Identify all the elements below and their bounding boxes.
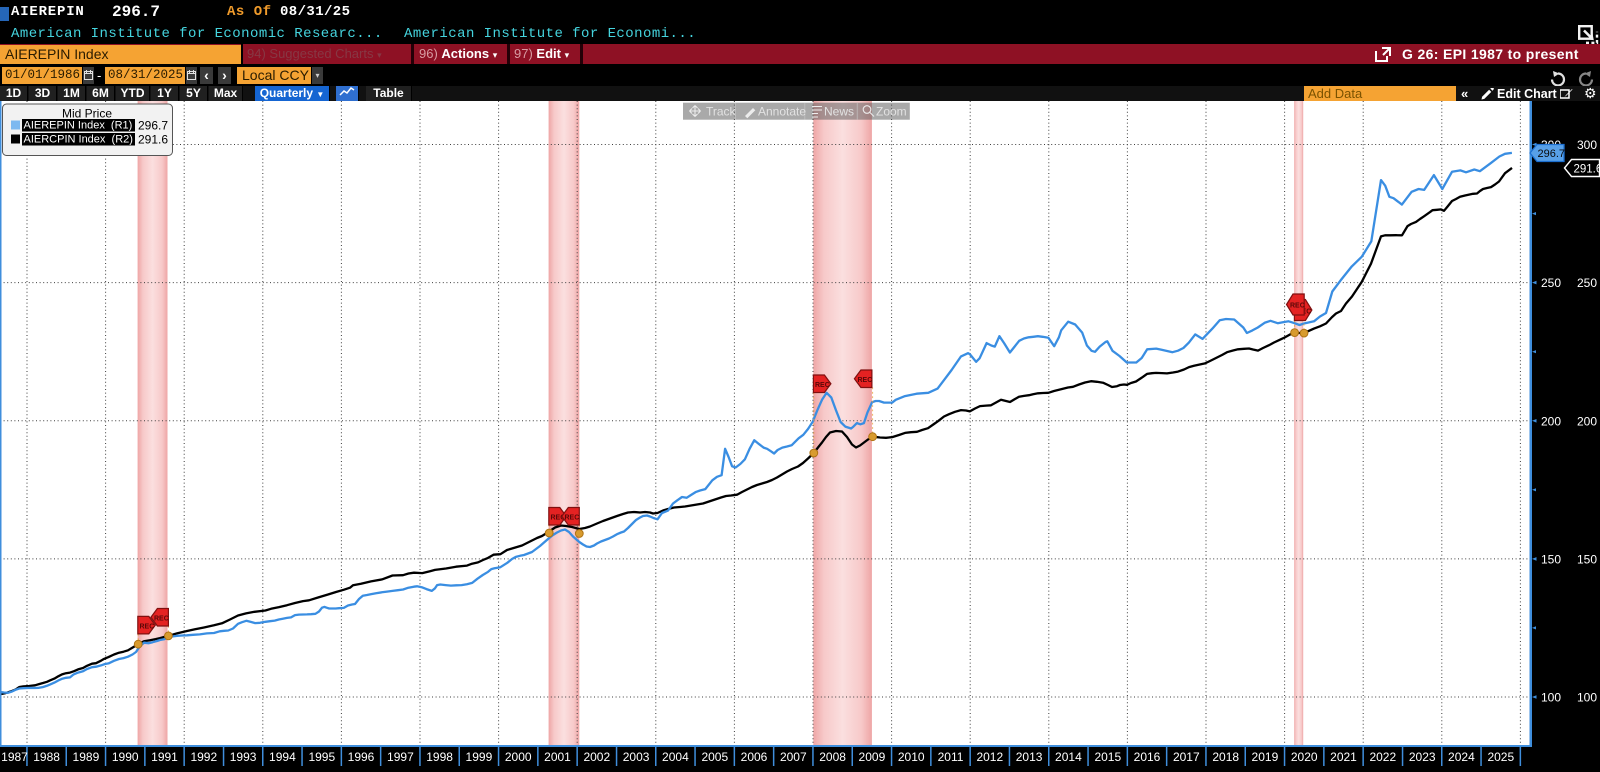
svg-text:REC: REC [815,382,830,389]
svg-text:2025: 2025 [1487,750,1514,764]
svg-text:1997: 1997 [387,750,414,764]
svg-text:1995: 1995 [308,750,335,764]
svg-text:2002: 2002 [583,750,610,764]
svg-text:2017: 2017 [1173,750,1200,764]
svg-text:Mid Price: Mid Price [62,107,112,121]
svg-text:REC: REC [565,515,580,522]
svg-text:2005: 2005 [701,750,728,764]
svg-text:1994: 1994 [269,750,296,764]
svg-text:AIEREPIN Index (R1): AIEREPIN Index (R1) [24,120,133,132]
svg-text:2013: 2013 [1016,750,1043,764]
svg-text:1999: 1999 [466,750,493,764]
svg-text:2010: 2010 [898,750,925,764]
svg-text:2020: 2020 [1291,750,1318,764]
svg-text:2016: 2016 [1134,750,1161,764]
svg-text:150: 150 [1541,552,1561,566]
svg-text:100: 100 [1541,691,1561,705]
svg-text:2018: 2018 [1212,750,1239,764]
svg-text:2014: 2014 [1055,750,1082,764]
svg-text:Zoom: Zoom [876,105,907,119]
svg-text:200: 200 [1577,414,1597,428]
svg-text:1990: 1990 [112,750,139,764]
svg-text:2000: 2000 [505,750,532,764]
svg-text:2004: 2004 [662,750,689,764]
svg-text:AIERCPIN Index (R2): AIERCPIN Index (R2) [24,134,133,146]
svg-text:291.6: 291.6 [1574,163,1600,175]
svg-text:1987: 1987 [1,750,28,764]
svg-text:1989: 1989 [73,750,100,764]
svg-text:2008: 2008 [819,750,846,764]
svg-text:296.7: 296.7 [138,119,168,133]
svg-text:2019: 2019 [1252,750,1279,764]
svg-text:Track: Track [706,105,737,119]
svg-text:Annotate: Annotate [758,105,806,119]
svg-text:1998: 1998 [426,750,453,764]
svg-text:2024: 2024 [1448,750,1475,764]
svg-text:2015: 2015 [1094,750,1121,764]
svg-text:150: 150 [1577,552,1597,566]
svg-text:250: 250 [1577,276,1597,290]
svg-text:REC: REC [154,616,169,623]
svg-text:296.7: 296.7 [1538,148,1566,160]
svg-text:2021: 2021 [1330,750,1357,764]
svg-text:1993: 1993 [230,750,257,764]
svg-text:REC: REC [551,515,566,522]
svg-text:2012: 2012 [976,750,1003,764]
svg-text:2023: 2023 [1409,750,1436,764]
svg-text:1988: 1988 [33,750,60,764]
svg-text:200: 200 [1541,414,1561,428]
svg-text:1991: 1991 [151,750,178,764]
svg-text:REC: REC [858,377,873,384]
svg-text:300: 300 [1577,138,1597,152]
svg-text:REC: REC [1290,303,1305,310]
svg-text:2007: 2007 [780,750,807,764]
svg-text:2003: 2003 [623,750,650,764]
svg-text:1996: 1996 [348,750,375,764]
svg-text:REC: REC [140,624,155,631]
svg-text:2001: 2001 [544,750,571,764]
svg-text:News: News [824,105,854,119]
svg-text:100: 100 [1577,691,1597,705]
svg-text:1992: 1992 [190,750,217,764]
svg-text:2006: 2006 [741,750,768,764]
svg-text:2009: 2009 [859,750,886,764]
svg-text:250: 250 [1541,276,1561,290]
svg-text:2022: 2022 [1369,750,1396,764]
svg-text:291.6: 291.6 [138,133,168,147]
svg-text:2011: 2011 [938,750,964,764]
